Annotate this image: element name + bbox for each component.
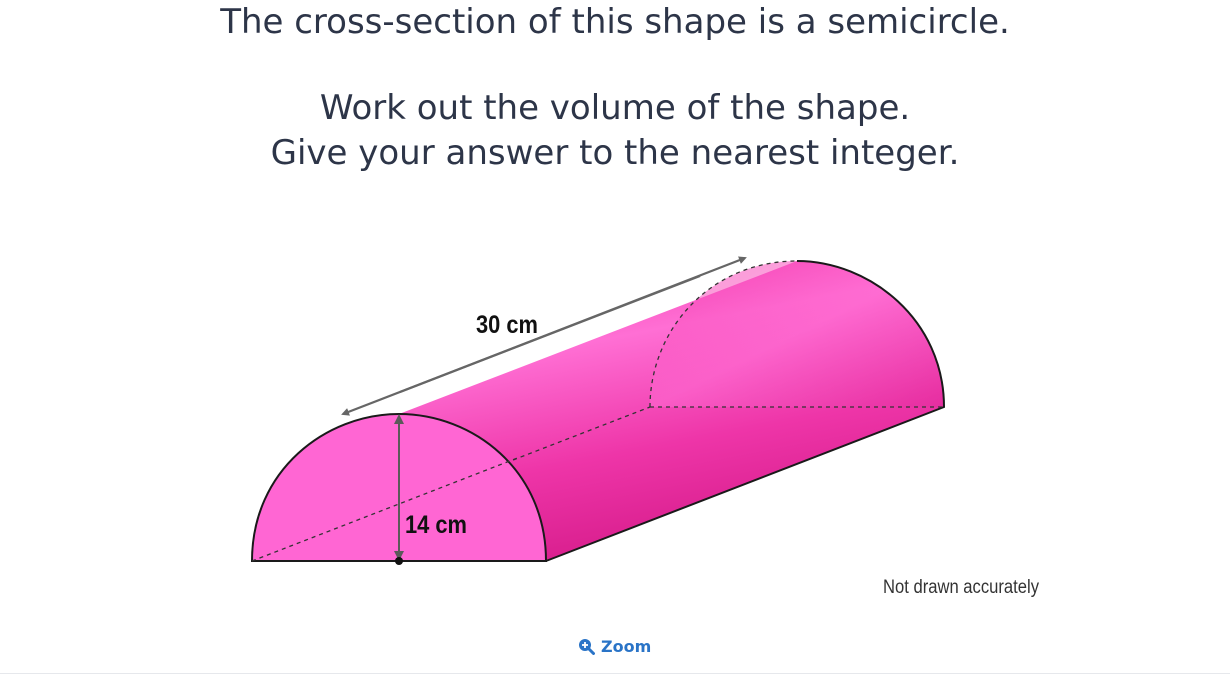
bottom-divider: [0, 673, 1230, 674]
question-line-3: Give your answer to the nearest integer.: [270, 133, 960, 173]
zoom-button[interactable]: Zoom: [578, 634, 651, 658]
length-arrow-back: [341, 274, 701, 416]
zoom-in-icon: [579, 638, 595, 655]
zoom-label: Zoom: [601, 636, 652, 656]
body-outline: [545, 260, 946, 562]
hidden-base-edge: [251, 406, 651, 562]
question-line-1: The cross-section of this shape is a sem…: [220, 2, 1010, 42]
back-face: [650, 261, 944, 407]
center-point: [395, 557, 403, 565]
question-line-2: Work out the volume of the shape.: [319, 88, 911, 128]
hidden-back-arc: [649, 260, 798, 408]
height-label: 14 cm: [405, 511, 467, 539]
length-label: 30 cm: [476, 311, 538, 339]
not-drawn-accurately-note: Not drawn accurately: [883, 577, 1039, 598]
